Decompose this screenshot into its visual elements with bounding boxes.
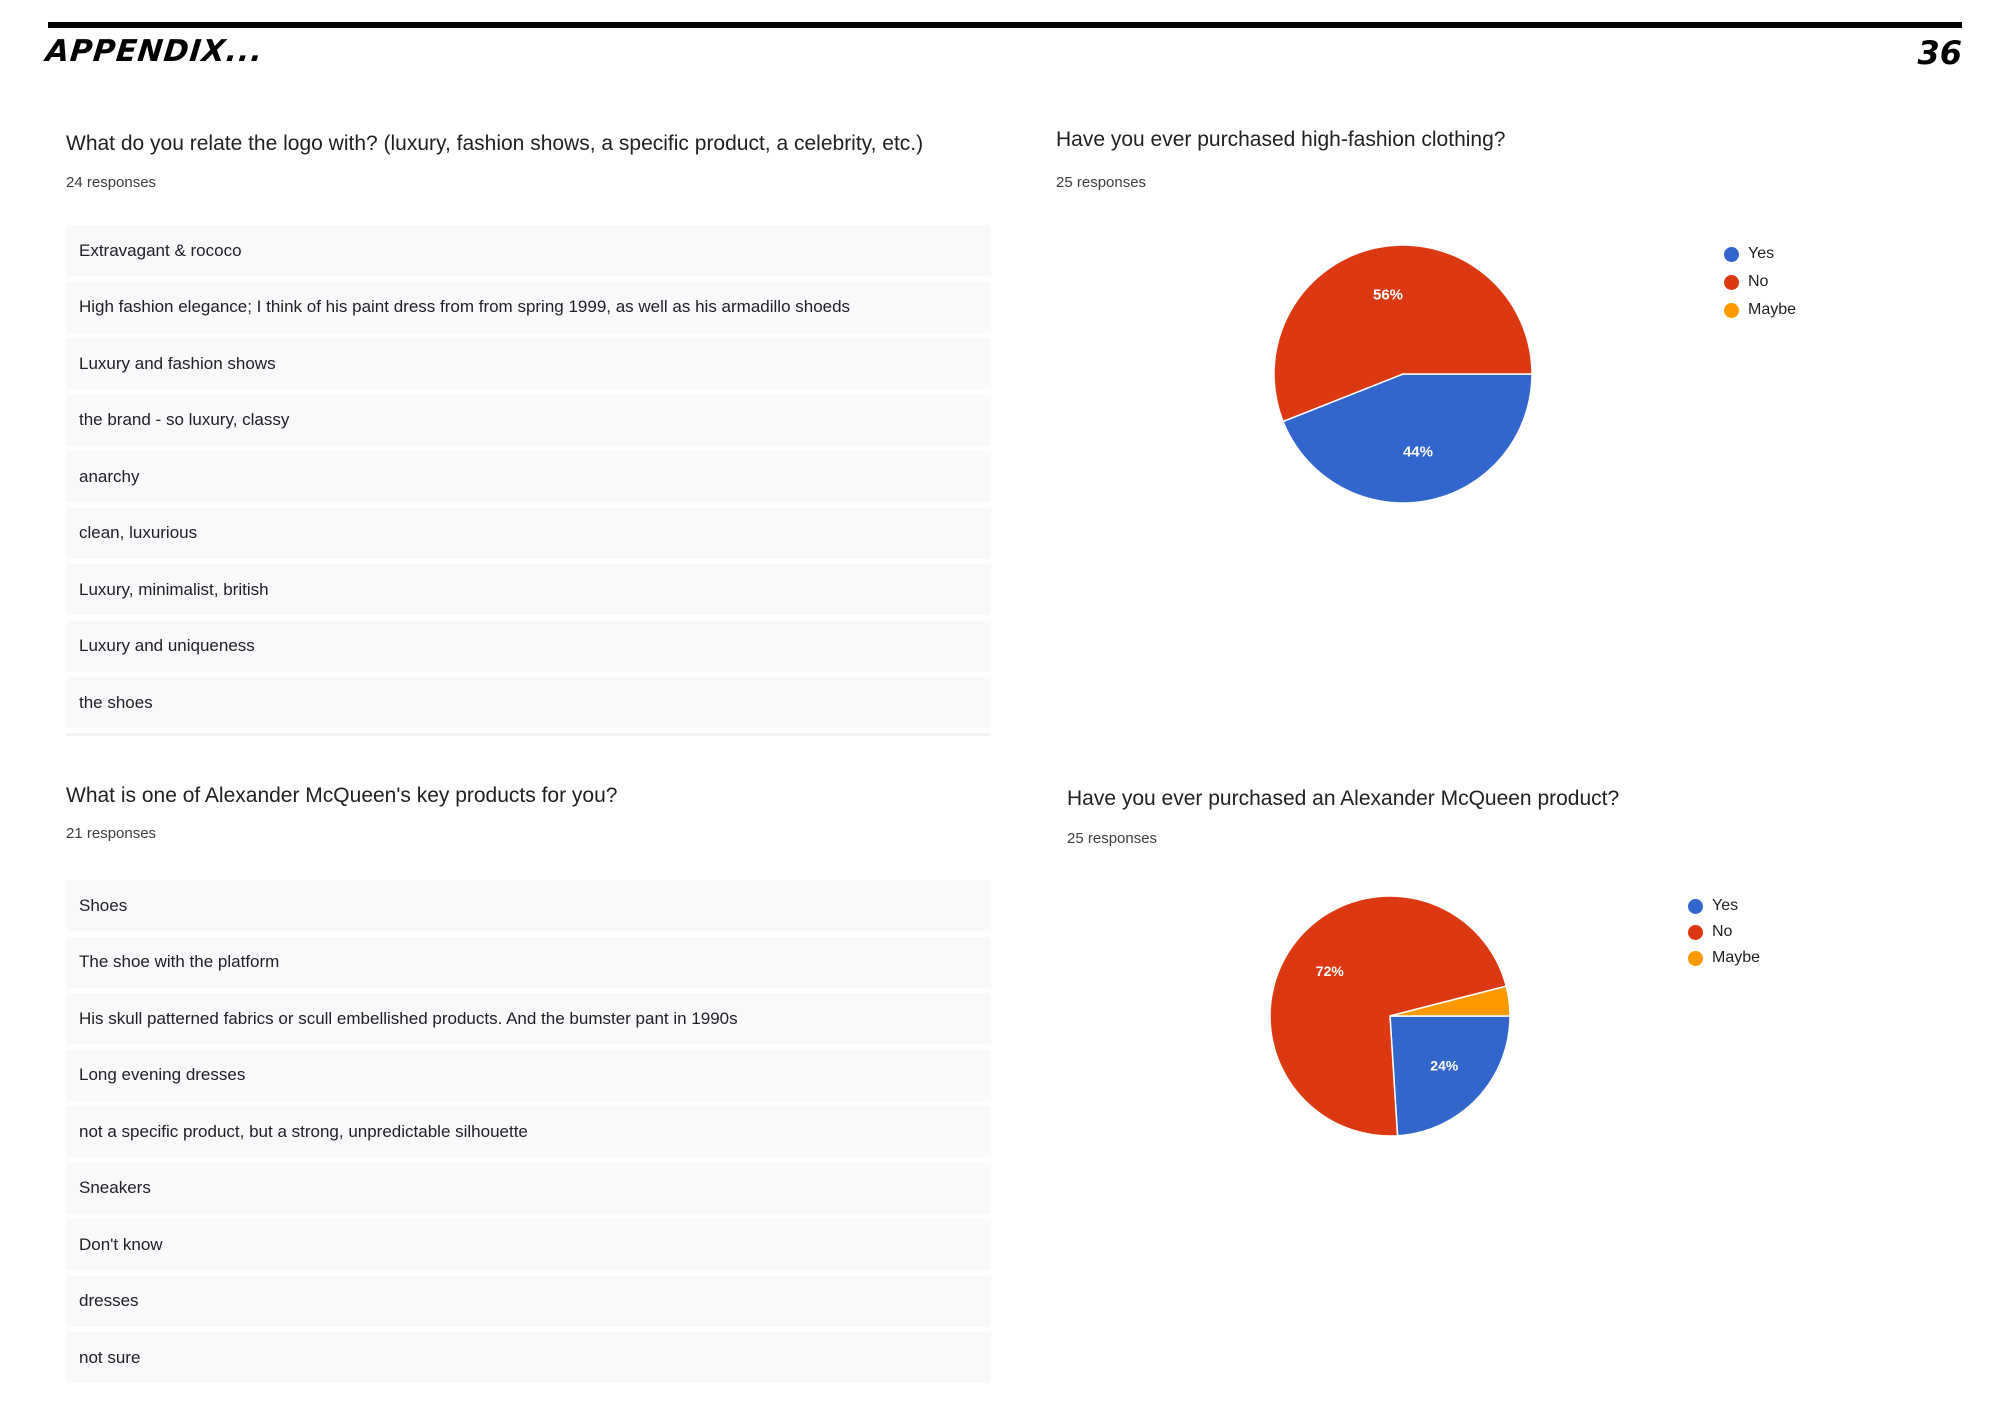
chart-1-title: Have you ever purchased high-fashion clo… bbox=[1056, 128, 1506, 151]
chart-2-legend: Yes No Maybe bbox=[1688, 893, 1760, 971]
answer-row: not sure bbox=[66, 1332, 991, 1383]
products-question-response-count: 21 responses bbox=[66, 825, 157, 842]
pie-slice-no bbox=[1273, 244, 1533, 423]
legend-label: No bbox=[1748, 273, 1769, 290]
answer-row: Don't know bbox=[66, 1219, 991, 1270]
legend-label: Maybe bbox=[1712, 949, 1761, 966]
products-answer-list[interactable]: Shoes The shoe with the platform His sku… bbox=[66, 880, 991, 1389]
answer-row: Luxury, minimalist, british bbox=[66, 564, 991, 615]
pie-data-label: 56% bbox=[1373, 286, 1403, 303]
answer-row: the shoes bbox=[66, 677, 991, 728]
pie-data-label: 72% bbox=[1316, 963, 1345, 979]
logo-question-response-count: 24 responses bbox=[66, 174, 157, 191]
answer-row: dresses bbox=[66, 1275, 991, 1327]
legend-item-yes: Yes bbox=[1688, 893, 1760, 919]
legend-swatch bbox=[1724, 302, 1739, 318]
answer-list-scroll-edge bbox=[66, 733, 991, 736]
legend-label: Maybe bbox=[1748, 301, 1797, 318]
pie-slice-yes bbox=[1389, 1015, 1511, 1137]
answer-row: anarchy bbox=[66, 451, 991, 502]
chart-1-pie: 44% 56% bbox=[1273, 244, 1533, 504]
pie-slice-maybe bbox=[1389, 985, 1511, 1017]
legend-item-no: No bbox=[1724, 268, 1796, 296]
legend-item-yes: Yes bbox=[1724, 240, 1796, 268]
answer-row: the brand - so luxury, classy bbox=[66, 394, 991, 446]
answer-row: Shoes bbox=[66, 880, 991, 931]
pie-slice-yes bbox=[1282, 373, 1533, 504]
answer-row: Long evening dresses bbox=[66, 1049, 991, 1101]
legend-swatch bbox=[1688, 898, 1703, 914]
chart-2-response-count: 25 responses bbox=[1067, 830, 1158, 847]
answer-row: Extravagant & rococo bbox=[66, 225, 991, 276]
legend-swatch bbox=[1724, 246, 1739, 262]
answer-row: His skull patterned fabrics or scull emb… bbox=[66, 993, 991, 1044]
legend-swatch bbox=[1688, 924, 1703, 940]
logo-question-title: What do you relate the logo with? (luxur… bbox=[66, 132, 924, 155]
legend-label: Yes bbox=[1748, 245, 1775, 262]
chart-1-legend: Yes No Maybe bbox=[1724, 240, 1796, 324]
legend-swatch bbox=[1688, 950, 1703, 966]
answer-row: Sneakers bbox=[66, 1162, 991, 1214]
legend-item-no: No bbox=[1688, 919, 1760, 945]
answer-row: High fashion elegance; I think of his pa… bbox=[66, 281, 991, 333]
page-number: 36 bbox=[1917, 34, 1962, 72]
pie-data-label: 44% bbox=[1403, 444, 1433, 461]
top-rule bbox=[48, 22, 1962, 28]
answer-row: Luxury and fashion shows bbox=[66, 338, 991, 389]
pie-data-label: 24% bbox=[1430, 1058, 1459, 1074]
answer-row: not a specific product, but a strong, un… bbox=[66, 1106, 991, 1157]
pie-slice-no bbox=[1269, 895, 1508, 1137]
chart-1-response-count: 25 responses bbox=[1056, 174, 1147, 191]
answer-row: Luxury and uniqueness bbox=[66, 620, 991, 672]
answer-row: clean, luxurious bbox=[66, 507, 991, 559]
answer-row: The shoe with the platform bbox=[66, 936, 991, 988]
logo-answer-list[interactable]: Extravagant & rococo High fashion elegan… bbox=[66, 225, 991, 734]
appendix-title: APPENDIX... bbox=[44, 34, 266, 69]
legend-swatch bbox=[1724, 274, 1739, 290]
legend-label: Yes bbox=[1712, 897, 1739, 914]
chart-2-pie: 24% 72% bbox=[1269, 895, 1511, 1137]
products-question-title: What is one of Alexander McQueen's key p… bbox=[66, 784, 618, 807]
legend-item-maybe: Maybe bbox=[1688, 945, 1760, 971]
legend-label: No bbox=[1712, 923, 1733, 940]
chart-2-title: Have you ever purchased an Alexander McQ… bbox=[1067, 787, 1620, 810]
legend-item-maybe: Maybe bbox=[1724, 296, 1796, 324]
